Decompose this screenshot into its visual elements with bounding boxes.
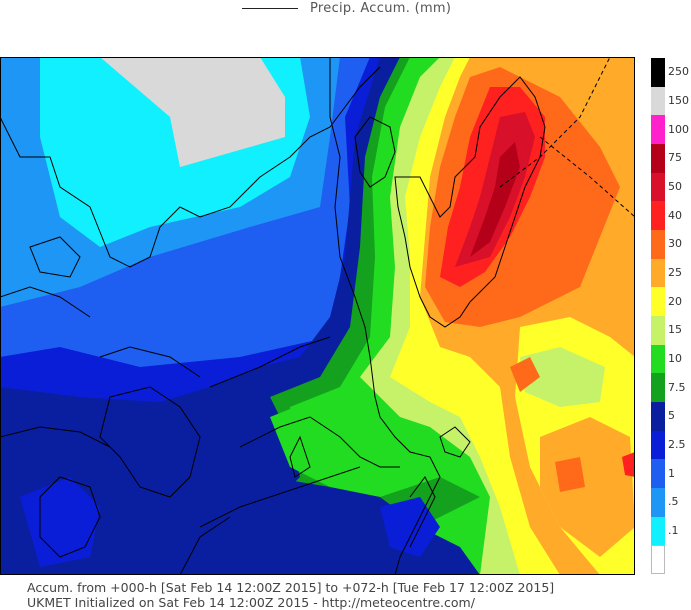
field-grey (100, 57, 285, 167)
colorbar-label: 7.5 (668, 380, 686, 394)
footer-line-2: UKMET Initialized on Sat Feb 14 12:00Z 2… (27, 595, 475, 610)
field-30mm-small (510, 357, 540, 392)
colorbar-label: 25 (668, 266, 682, 279)
colorbar-label: 15 (668, 323, 682, 337)
colorbar-swatch (651, 516, 665, 546)
colorbar-label: 30 (668, 237, 682, 251)
legend-label: Precip. Accum. (mm) (310, 0, 452, 16)
colorbar-swatch (651, 488, 665, 518)
map-frame (0, 57, 635, 575)
field-75mm (470, 142, 520, 257)
coastlines (0, 57, 546, 575)
legend-line-swatch (242, 7, 298, 9)
field-15mm-east (520, 347, 605, 407)
colorbar-label: .5 (668, 495, 679, 509)
field-10mm-south (270, 397, 420, 497)
field-40mm-east (622, 452, 635, 477)
dashed-boundary (499, 57, 635, 218)
colorbar-swatch (651, 402, 665, 432)
colorbar-label: 250 (668, 65, 689, 79)
colorbar-label: .1 (668, 524, 679, 537)
colorbar-swatch (651, 344, 665, 374)
colorbar-label: 100 (668, 122, 689, 136)
colorbar-swatch (651, 459, 665, 489)
colorbar-swatch (651, 58, 665, 88)
colorbar-swatch (651, 545, 665, 575)
colorbar-swatch (651, 430, 665, 460)
colorbar-labels: 250 150 100 75 50 40 30 25 20 15 10 7.5 5 2.5 1 .5 .1 (668, 58, 691, 574)
field-2p5mm-south (380, 497, 440, 557)
colorbar-swatch (651, 172, 665, 202)
colorbar (651, 58, 665, 575)
colorbar-label: 150 (668, 94, 689, 107)
colorbar-label: 40 (668, 208, 682, 222)
colorbar-label: 20 (668, 294, 682, 308)
colorbar-label: 75 (668, 151, 682, 165)
colorbar-swatch (651, 115, 665, 145)
colorbar-swatch (651, 86, 665, 116)
colorbar-swatch (651, 201, 665, 231)
colorbar-label: 5 (668, 409, 675, 423)
colorbar-swatch (651, 230, 665, 260)
colorbar-swatch (651, 258, 665, 288)
colorbar-swatch (651, 287, 665, 317)
field-25mm-east (540, 417, 635, 557)
colorbar-label: 1 (668, 466, 675, 480)
footer-line-1: Accum. from +000-h [Sat Feb 14 12:00Z 20… (27, 580, 555, 595)
precipitation-map (0, 57, 635, 575)
series-legend: Precip. Accum. (mm) (242, 0, 451, 16)
colorbar-swatch (651, 373, 665, 403)
colorbar-label: 50 (668, 180, 682, 193)
field-30mm-east (555, 457, 585, 492)
colorbar-swatch (651, 316, 665, 346)
colorbar-label: 10 (668, 352, 682, 365)
colorbar-label: 2.5 (668, 438, 686, 451)
colorbar-swatch (651, 144, 665, 174)
footer-caption: Accum. from +000-h [Sat Feb 14 12:00Z 20… (27, 580, 554, 610)
